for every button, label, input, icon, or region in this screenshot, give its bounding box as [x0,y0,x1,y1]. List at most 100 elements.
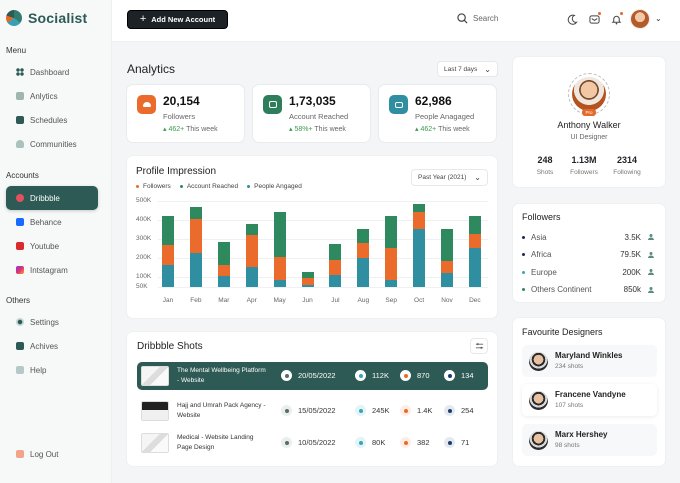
shot-row[interactable]: The Mental Wellbeing Platform - Website … [137,362,488,390]
chevron-down-icon: ⌄ [474,173,481,182]
grid-icon [16,68,24,76]
year-select[interactable]: Past Year (2021) ⌄ [411,169,488,186]
bar-may[interactable] [273,212,286,287]
bar-jan[interactable] [162,216,174,287]
legend-item-followers: Followers [136,183,171,190]
bar-apr[interactable] [245,223,258,287]
sidebar-item-behance[interactable]: Behance [6,211,98,233]
gridline [158,258,488,260]
chevron-down-icon[interactable]: ⌄ [655,14,662,23]
x-tick: Mar [218,297,230,304]
profile-stat-value: 2314 [616,155,638,165]
bar-segment [413,228,426,287]
eye-icon [355,370,366,381]
gear-icon [16,318,24,326]
filter-button[interactable] [470,338,488,354]
sidebar-item-archives[interactable]: Achives [6,335,98,357]
designer-item[interactable]: Francene Vandyne 107 shots [522,384,657,416]
bar-oct[interactable] [413,203,426,287]
sidebar-item-communities[interactable]: Communities [6,133,98,155]
users-icon [647,286,655,294]
dark-mode-toggle[interactable] [565,12,579,26]
comment-icon [444,405,455,416]
bar-nov[interactable] [441,228,453,287]
sidebar-item-help[interactable]: Help [6,359,98,381]
gridline [158,239,488,241]
shot-thumbnail [141,401,169,421]
date-range-value: Last 7 days [444,65,478,73]
bar-jun[interactable] [301,271,314,287]
bar-sep[interactable] [385,216,398,287]
search-input[interactable]: Search [457,13,498,24]
sidebar-item-analytics[interactable]: Anlytics [6,85,98,107]
shot-title: Hajj and Umrah Pack Agency - Website [177,402,266,419]
bar-segment [329,259,342,276]
stat-value: 20,154 [163,94,200,108]
sidebar-item-label: Dribbble [30,193,60,203]
bar-aug[interactable] [357,228,370,287]
region-dot [522,253,525,256]
shot-row[interactable]: Medical - Website Landing Page Design 10… [137,429,488,457]
designer-item[interactable]: Marx Hershey 98 shots [522,424,657,456]
shot-date: 10/05/2022 [281,437,336,448]
add-new-account-button[interactable]: + Add New Account [127,10,228,29]
sidebar-item-youtube[interactable]: Youtube [6,235,98,257]
shot-row[interactable]: Hajj and Umrah Pack Agency - Website 15/… [137,397,488,425]
legend-item-people-engaged: People Angaged [247,183,302,190]
filter-icon [475,343,483,349]
x-tick: Jun [302,297,313,304]
follower-region-row: Africa 79.5K [522,249,657,261]
bar-mar[interactable] [217,242,230,287]
logo[interactable]: Socialist [6,10,87,26]
bar-segment [357,242,370,259]
date-range-select[interactable]: Last 7 days ⌄ [437,61,498,77]
heart-icon [400,437,411,448]
inbox-button[interactable] [587,12,601,26]
region-name: Europe [531,267,557,277]
bar-segment [217,275,230,287]
user-avatar[interactable] [630,9,650,29]
bar-dec[interactable] [468,216,481,287]
region-name: Others Continent [531,285,592,294]
youtube-icon [16,242,24,250]
chart-icon [263,95,282,114]
analytics-title: Analytics [127,62,176,76]
shot-title: Medical - Website Landing Page Design [177,434,254,451]
instagram-icon [16,266,24,274]
bar-jul[interactable] [329,244,342,287]
bar-feb[interactable] [189,206,202,287]
x-tick: Oct [414,297,425,304]
y-tick: 300K [136,235,152,243]
logout-button[interactable]: Log Out [6,443,98,465]
profile-name: Anthony Walker [557,120,621,130]
bar-segment [441,228,453,261]
stat-label: People Anagaged [415,112,475,121]
designer-name: Marx Hershey [555,430,608,439]
notifications-button[interactable] [609,12,623,26]
topbar: + Add New Account Search ⌄ [112,0,680,42]
add-new-account-label: Add New Account [151,15,216,24]
shot-views: 245K [355,405,390,416]
region-value: 200K [622,267,641,277]
users-icon [647,268,655,276]
sidebar-item-instagram[interactable]: Intstagram [6,259,98,281]
sidebar-item-schedules[interactable]: Schedules [6,109,98,131]
shot-title: The Mental Wellbeing Platform - Website [177,367,266,384]
trend-suffix: This week [186,126,218,133]
x-tick: Jan [162,297,174,304]
sidebar-item-dribbble[interactable]: Dribbble [6,186,98,210]
gridline [158,287,488,288]
designer-avatar [529,431,548,450]
sidebar-item-dashboard[interactable]: Dashboard [6,61,98,83]
trend-up-icon: ▴ [289,126,295,133]
bar-segment [189,218,202,253]
bar-segment [162,216,174,245]
heart-icon [400,405,411,416]
eye-icon [355,437,366,448]
region-dot [522,235,525,239]
region-value: 850k [623,285,641,294]
designer-item[interactable]: Maryland Winkles 234 shots [522,345,657,377]
sidebar-item-settings[interactable]: Settings [6,311,98,333]
shot-likes: 870 [400,370,430,381]
bar-segment [385,216,398,249]
